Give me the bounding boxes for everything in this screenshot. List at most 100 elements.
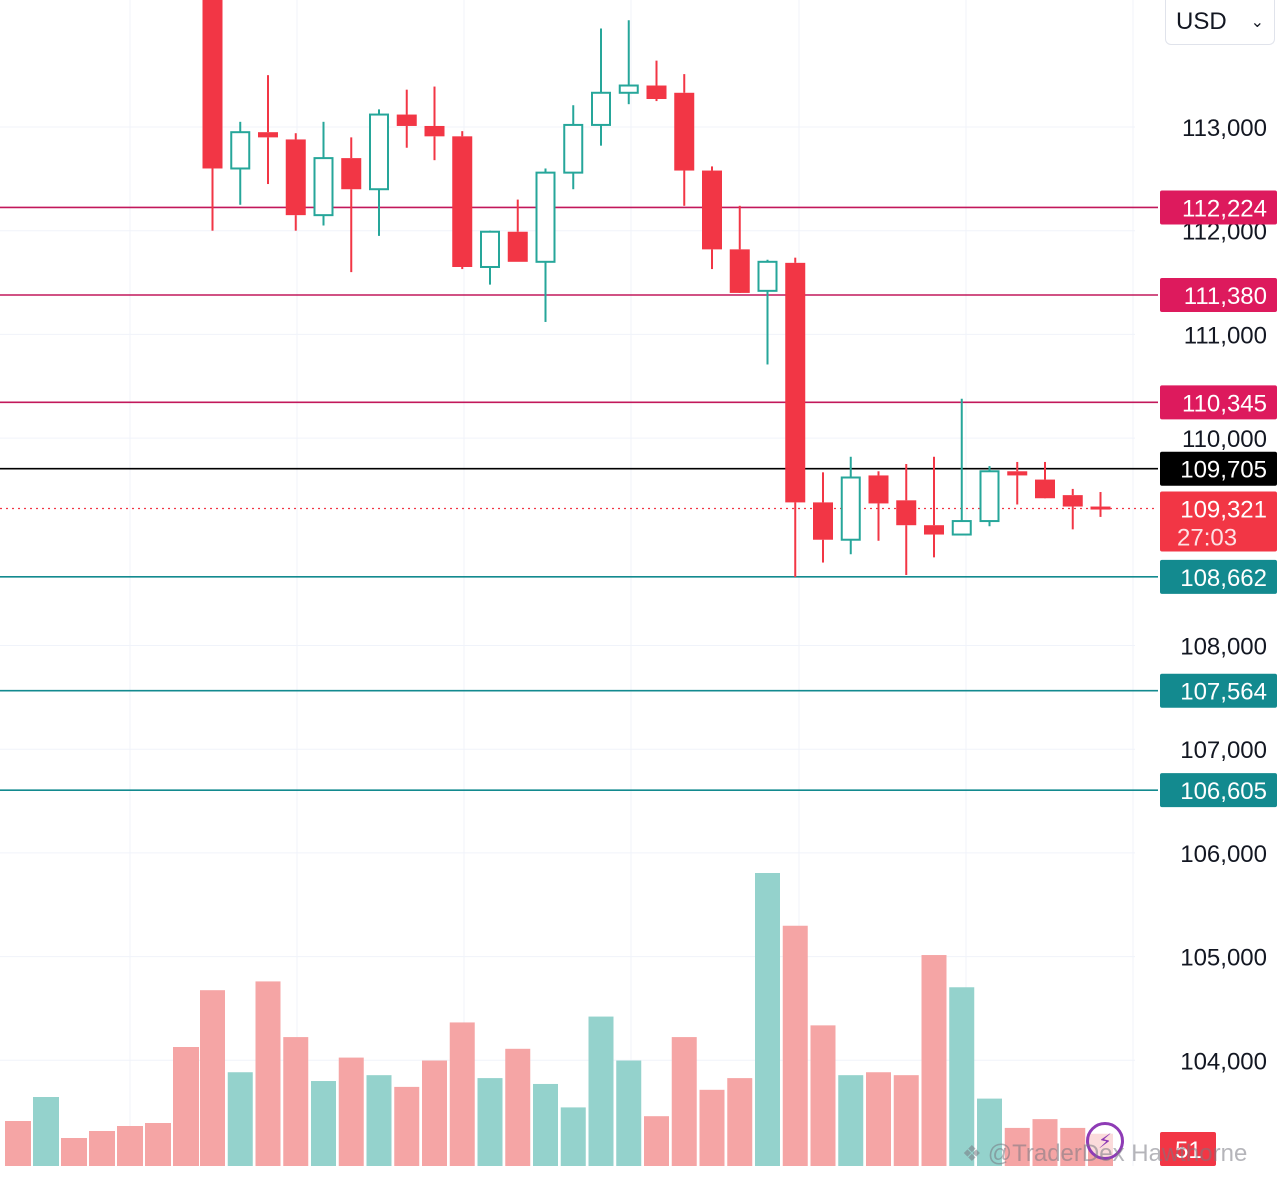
support-tag-bg xyxy=(1160,559,1277,594)
volume-bar xyxy=(173,1047,199,1166)
price-axis: 113,000112,000111,000110,000108,000107,0… xyxy=(1158,0,1286,1184)
candle xyxy=(646,60,667,102)
volume-bar xyxy=(1004,1127,1030,1166)
volume-bar xyxy=(338,1057,364,1166)
volume-bar xyxy=(477,1078,503,1166)
last-price-tag-bg xyxy=(1160,491,1277,552)
axis-tick-label: 106,000 xyxy=(1180,841,1267,868)
candle-body xyxy=(1062,495,1083,507)
volume-bar xyxy=(893,1075,919,1166)
candle-body xyxy=(785,262,806,503)
volume-bar xyxy=(33,1097,59,1166)
candle xyxy=(840,456,861,555)
candle-body xyxy=(202,0,223,169)
candle xyxy=(535,168,556,322)
candle xyxy=(951,398,972,536)
currency-selector[interactable]: USD ⌄ xyxy=(1165,0,1275,45)
countdown-text: 27:03 xyxy=(1177,525,1237,552)
candle xyxy=(1035,461,1055,499)
support-tag: 107,564 xyxy=(1160,673,1277,708)
candle xyxy=(1062,488,1083,530)
candle xyxy=(674,74,695,206)
candle xyxy=(896,464,917,575)
volume-bar xyxy=(588,1016,614,1166)
resistance-tag-text: 111,380 xyxy=(1184,283,1267,310)
candle-body xyxy=(480,230,500,268)
volume-bar xyxy=(533,1083,558,1166)
axis-tick-label: 110,000 xyxy=(1182,426,1267,453)
volume-bar xyxy=(1060,1127,1086,1166)
price-levels xyxy=(0,206,1160,791)
volume-tag-bg xyxy=(1160,1132,1216,1166)
volume-bar xyxy=(200,990,225,1166)
support-tag: 106,605 xyxy=(1160,773,1277,808)
axis-tick-label: 108,000 xyxy=(1180,634,1267,661)
candle-body xyxy=(313,157,334,217)
candle xyxy=(813,472,833,563)
volume-bar xyxy=(89,1131,115,1166)
current-price-tag-bg xyxy=(1160,451,1277,486)
volume-bar xyxy=(117,1126,143,1166)
volume-bar xyxy=(227,1072,253,1166)
volume-bar xyxy=(616,1060,642,1166)
lightning-bolt-icon[interactable]: ⚡ xyxy=(1086,1122,1124,1160)
last-price-tag-text: 109,321 xyxy=(1180,497,1267,524)
resistance-tag-bg xyxy=(1160,385,1277,420)
candle-body xyxy=(896,500,917,526)
watermark-text: @TraderDex Hawthorne xyxy=(987,1140,1248,1167)
candle-body xyxy=(424,125,445,137)
volume-bar xyxy=(949,987,975,1166)
resistance-tag: 110,345 xyxy=(1160,385,1277,420)
candle xyxy=(369,109,389,236)
candle xyxy=(591,28,611,146)
candle-body xyxy=(1090,506,1111,510)
candle xyxy=(729,205,750,293)
binance-logo-icon: ❖ xyxy=(962,1141,982,1166)
volume-tag: 51 xyxy=(1160,1132,1216,1166)
candle-body xyxy=(563,123,584,174)
axis-tick-label: 111,000 xyxy=(1184,322,1267,349)
candle xyxy=(1007,461,1028,505)
support-tag-text: 106,605 xyxy=(1180,778,1267,805)
candle xyxy=(618,20,639,105)
volume-bar xyxy=(782,925,808,1166)
candle xyxy=(313,121,334,226)
candle-body xyxy=(535,171,556,263)
candle-body xyxy=(646,85,667,100)
candle xyxy=(452,131,473,270)
candle xyxy=(979,466,1000,527)
resistance-tag-text: 112,224 xyxy=(1182,195,1267,222)
volume-bar xyxy=(366,1075,392,1166)
candle xyxy=(424,86,445,161)
axis-tick-label: 105,000 xyxy=(1180,945,1267,972)
volume-bar xyxy=(810,1025,836,1166)
candle xyxy=(258,75,278,185)
candle-body xyxy=(979,470,1000,523)
watermark: ❖ @TraderDex Hawthorne xyxy=(962,1140,1247,1168)
candle-body xyxy=(258,132,278,138)
candle-body xyxy=(1035,479,1055,499)
candle-body xyxy=(452,136,473,267)
resistance-tag-text: 110,345 xyxy=(1182,390,1267,417)
volume-bar xyxy=(727,1078,753,1166)
candle xyxy=(924,456,944,558)
volume-bar xyxy=(145,1123,171,1166)
candle xyxy=(285,133,306,231)
chevron-down-icon: ⌄ xyxy=(1250,14,1264,31)
candle xyxy=(341,137,362,273)
candle-body xyxy=(1007,471,1028,476)
candle-body xyxy=(618,84,639,94)
support-tag-text: 108,662 xyxy=(1180,565,1267,592)
volume-bar xyxy=(977,1098,1002,1166)
candle-body xyxy=(757,260,778,292)
volume-bar xyxy=(422,1060,447,1166)
resistance-tag: 112,224 xyxy=(1160,190,1277,225)
volume-bar xyxy=(838,1075,864,1166)
volume-bar xyxy=(61,1138,87,1166)
candle xyxy=(202,0,223,231)
support-tag-bg xyxy=(1160,673,1277,708)
volume-bar xyxy=(699,1089,725,1166)
candle-body xyxy=(674,92,695,171)
candle xyxy=(396,89,417,148)
